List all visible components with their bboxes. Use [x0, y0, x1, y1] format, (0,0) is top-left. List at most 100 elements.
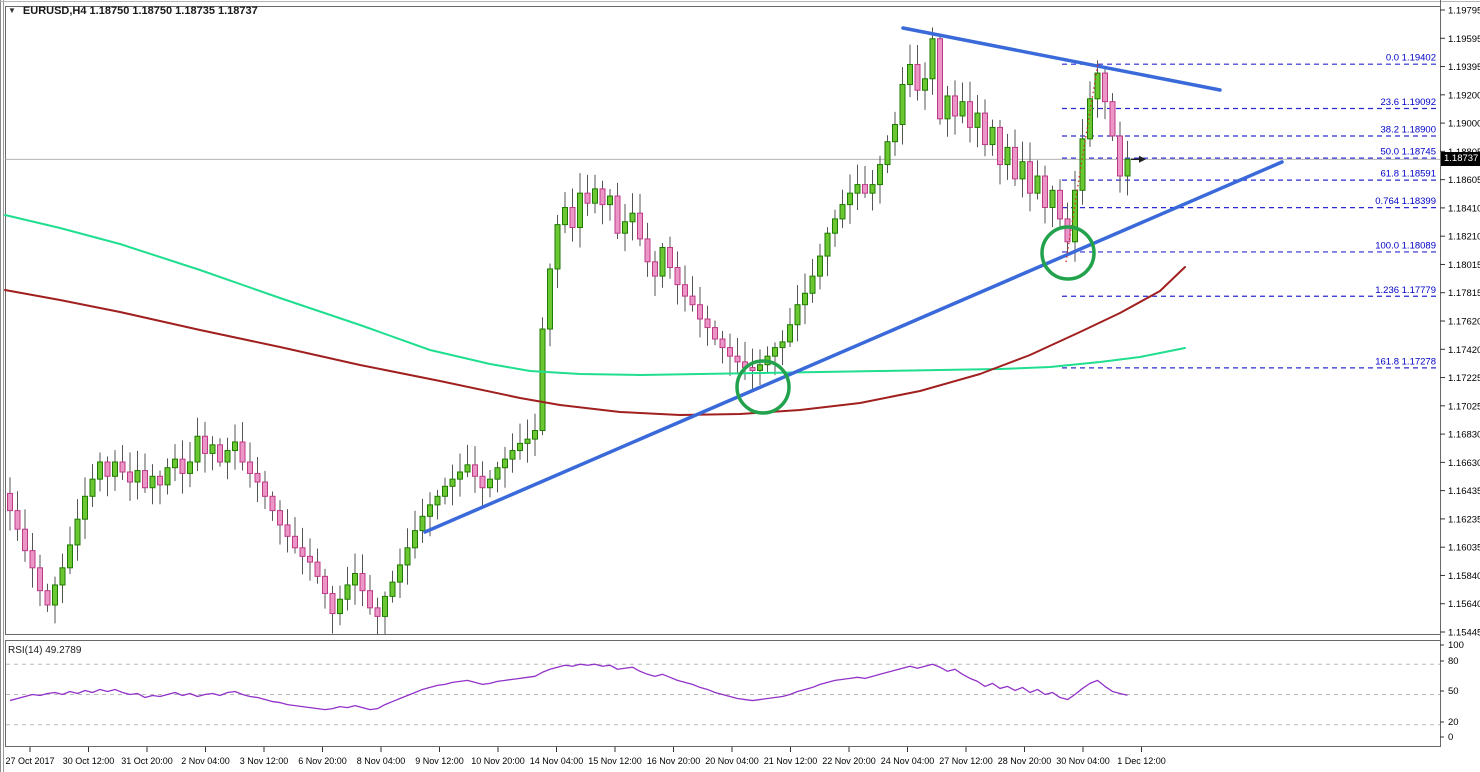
- candle-body: [1117, 135, 1123, 177]
- candle-body: [164, 467, 171, 486]
- time-axis-label: 8 Nov 04:00: [357, 756, 406, 766]
- candle-body: [149, 475, 156, 489]
- candle-body: [352, 573, 358, 586]
- candle-body: [359, 573, 366, 592]
- current-price-badge: 1.18737: [1441, 152, 1480, 166]
- candle-body: [1012, 146, 1018, 180]
- candle-body: [599, 188, 606, 206]
- candle-body: [652, 261, 658, 277]
- time-axis-label: 9 Nov 12:00: [415, 756, 464, 766]
- highlight-circle[interactable]: [735, 359, 791, 415]
- price-axis-label: 1.19000: [1448, 119, 1480, 130]
- trendline-ascending-support[interactable]: [423, 160, 1284, 534]
- rsi-indicator-line: [9, 663, 1128, 711]
- price-axis-label: 1.18210: [1448, 232, 1480, 243]
- main-pane-border: [5, 6, 1441, 635]
- candle-body: [239, 441, 246, 463]
- candle-body: [1087, 98, 1093, 140]
- candle-body: [637, 212, 643, 240]
- fib-level-label: 0.764 1.18399: [1375, 196, 1436, 207]
- candle-body: [569, 206, 576, 228]
- candle-body: [974, 112, 981, 128]
- time-axis-label: 28 Nov 20:00: [998, 756, 1052, 766]
- candle-body: [809, 275, 816, 294]
- candle-body: [502, 458, 508, 469]
- candle-body: [659, 247, 666, 277]
- candle-body: [1109, 101, 1116, 137]
- candle-body: [1124, 158, 1131, 177]
- candle-body: [367, 590, 373, 609]
- price-axis-label: 1.17815: [1448, 288, 1480, 299]
- candle-body: [322, 575, 328, 595]
- candle-body: [397, 564, 403, 583]
- candle-body: [247, 461, 253, 474]
- candle-body: [914, 63, 921, 91]
- symbol-collapse-icon[interactable]: ▼: [8, 6, 16, 15]
- candle-body: [697, 304, 703, 320]
- candle-body: [67, 544, 73, 569]
- candle-body: [644, 238, 651, 263]
- candle-body: [734, 355, 741, 363]
- price-axis-label: 1.15445: [1448, 628, 1480, 639]
- candle-body: [539, 328, 546, 432]
- candle-body: [1019, 161, 1026, 180]
- ma-line-sma-darkred: [4, 266, 1186, 416]
- candle-body: [494, 467, 501, 480]
- fib-level-label: 1.236 1.17779: [1375, 285, 1436, 296]
- candle-body: [622, 221, 628, 234]
- price-axis-label: 1.17025: [1448, 401, 1480, 412]
- candle-body: [787, 324, 793, 343]
- price-axis-label: 1.18605: [1448, 175, 1480, 186]
- candle-body: [884, 141, 891, 166]
- candle-body: [1102, 72, 1108, 103]
- rsi-indicator-label: RSI(14) 49.2789: [8, 645, 82, 656]
- candle-body: [254, 472, 261, 483]
- candle-body: [704, 318, 711, 329]
- time-axis-label: 16 Nov 20:00: [647, 756, 701, 766]
- candle-body: [757, 364, 763, 371]
- candle-body: [1049, 189, 1056, 208]
- price-axis-label: 1.16035: [1448, 543, 1480, 554]
- time-axis-label: 27 Nov 12:00: [939, 756, 993, 766]
- candle-body: [472, 464, 478, 477]
- candle-body: [607, 195, 613, 206]
- fib-level-label: 100.0 1.18089: [1375, 240, 1436, 251]
- candle-body: [682, 284, 688, 297]
- trendline-descending-resistance[interactable]: [901, 26, 1222, 92]
- price-axis-label: 1.17225: [1448, 373, 1480, 384]
- candle-body: [959, 101, 966, 117]
- candle-body: [52, 584, 58, 606]
- candle-body: [982, 112, 988, 146]
- candle-body: [22, 528, 28, 552]
- candle-body: [862, 184, 868, 194]
- price-axis-label: 1.17620: [1448, 317, 1480, 328]
- price-axis-label: 1.19200: [1448, 90, 1480, 101]
- candle-body: [389, 581, 396, 597]
- candle-body: [179, 458, 186, 474]
- candle-body: [667, 247, 673, 269]
- candle-body: [89, 478, 96, 497]
- candle-body: [967, 101, 973, 128]
- candle-body: [712, 327, 718, 340]
- candle-body: [629, 212, 636, 223]
- candle-body: [104, 461, 111, 477]
- candle-body: [7, 492, 13, 512]
- candle-body: [112, 461, 118, 477]
- rsi-axis-label: 20: [1448, 717, 1459, 728]
- highlight-circle[interactable]: [1040, 225, 1096, 281]
- price-axis-label: 1.15640: [1448, 599, 1480, 610]
- candle-body: [404, 547, 411, 566]
- time-axis-label: 27 Oct 2017: [5, 756, 54, 766]
- candle-body: [487, 478, 493, 489]
- candle-body: [839, 204, 846, 220]
- candle-body: [337, 598, 343, 615]
- candle-body: [194, 435, 201, 463]
- time-axis-label: 21 Nov 12:00: [764, 756, 818, 766]
- candle-body: [854, 184, 861, 194]
- candle-body: [554, 224, 561, 270]
- candle-body: [1064, 218, 1071, 243]
- fib-level-label: 23.6 1.19092: [1381, 97, 1436, 108]
- candle-body: [29, 550, 36, 569]
